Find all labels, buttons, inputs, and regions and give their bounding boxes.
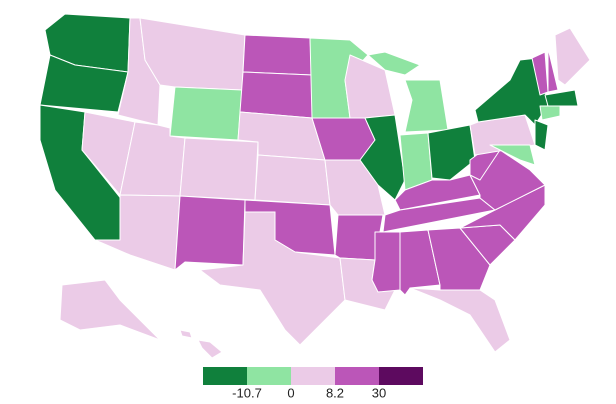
state — [367, 51, 421, 76]
state — [409, 287, 511, 353]
state — [547, 47, 559, 93]
legend-label: 30 — [372, 385, 386, 400]
legend-label: -10.7 — [232, 385, 262, 400]
legend-label: 8.2 — [326, 385, 344, 400]
state — [199, 211, 346, 346]
state — [544, 89, 579, 107]
state — [489, 144, 536, 166]
states — [39, 13, 591, 359]
legend-swatch — [291, 367, 335, 385]
state — [404, 79, 449, 133]
state — [242, 34, 313, 76]
legend: -10.7 0 8.2 30 — [203, 367, 423, 400]
state — [174, 195, 246, 271]
legend-swatch — [379, 367, 423, 385]
state — [427, 124, 476, 181]
legend-swatch — [247, 367, 291, 385]
legend-swatch — [335, 367, 379, 385]
state — [239, 71, 313, 119]
state — [197, 339, 223, 359]
state — [179, 329, 193, 339]
state — [254, 154, 331, 206]
state — [359, 114, 406, 201]
legend-label: 0 — [287, 385, 294, 400]
state — [179, 137, 259, 201]
state — [534, 119, 549, 151]
legend-swatch — [203, 367, 247, 385]
state — [169, 86, 243, 141]
state — [539, 105, 561, 121]
state — [59, 279, 161, 341]
state — [554, 27, 591, 86]
state — [371, 231, 401, 293]
